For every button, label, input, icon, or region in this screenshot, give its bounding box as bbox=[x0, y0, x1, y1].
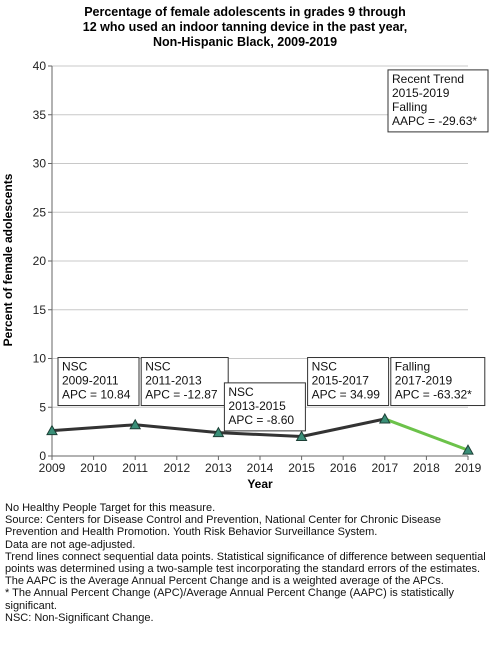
annotation-box bbox=[390, 357, 486, 407]
y-tick-label: 30 bbox=[33, 157, 47, 171]
trend-segment bbox=[50, 423, 137, 433]
x-tick-label: 2012 bbox=[163, 461, 190, 475]
y-tick-label: 25 bbox=[33, 205, 47, 219]
footnote-line: Source: Centers for Disease Control and … bbox=[5, 514, 441, 539]
annotation-text: APC = 10.84 bbox=[62, 388, 131, 402]
y-tick-label: 35 bbox=[33, 108, 47, 122]
trend-segment bbox=[383, 417, 470, 452]
footnote-line: The AAPC is the Average Annual Percent C… bbox=[5, 575, 444, 588]
annotation-text: Falling bbox=[395, 360, 430, 374]
footnote-line: No Healthy People Target for this measur… bbox=[5, 502, 216, 514]
y-tick-label: 40 bbox=[33, 59, 47, 73]
x-tick-label: 2010 bbox=[80, 461, 107, 475]
footnote-line: * The Annual Percent Change (APC)/Averag… bbox=[5, 587, 455, 612]
x-tick-label: 2015 bbox=[288, 461, 315, 475]
chart-title-line-1: Percentage of female adolescents in grad… bbox=[84, 5, 406, 19]
data-point-marker bbox=[46, 424, 58, 436]
x-tick-label: 2014 bbox=[247, 461, 274, 475]
annotation-box bbox=[140, 357, 229, 407]
annotation-text: 2015-2019 bbox=[392, 86, 450, 100]
x-tick-label: 2013 bbox=[205, 461, 232, 475]
annotation-text: APC = -12.87 bbox=[145, 388, 218, 402]
annotation-text: APC = 34.99 bbox=[312, 388, 381, 402]
chart-title-line-3: Non-Hispanic Black, 2009-2019 bbox=[153, 35, 337, 49]
footnote-line: NSC: Non-Significant Change. bbox=[5, 611, 154, 624]
footnote-line: Trend lines connect sequential data poin… bbox=[5, 550, 486, 576]
data-point-marker bbox=[295, 430, 308, 441]
annotation-text: NSC bbox=[145, 360, 171, 374]
footnotes: No Healthy People Target for this measur… bbox=[5, 502, 489, 624]
y-tick-label: 20 bbox=[33, 254, 47, 268]
annotation-box bbox=[223, 382, 306, 432]
data-point-marker bbox=[212, 426, 225, 438]
annotation-text: APC = -63.32* bbox=[395, 388, 472, 402]
annotation-text: 2009-2011 bbox=[62, 374, 119, 388]
trend-segment bbox=[133, 423, 220, 435]
annotation-text: APC = -8.60 bbox=[228, 413, 294, 427]
x-tick-label: 2018 bbox=[413, 461, 440, 475]
annotation-text: Recent Trend bbox=[392, 72, 464, 86]
annotation-box bbox=[307, 357, 390, 407]
x-axis-title: Year bbox=[247, 477, 273, 491]
annotation-text: 2017-2019 bbox=[395, 374, 453, 388]
y-tick-label: 15 bbox=[33, 303, 47, 317]
trend-segment bbox=[216, 431, 304, 438]
annotation-box bbox=[387, 69, 489, 133]
y-tick-label: 10 bbox=[33, 352, 47, 366]
x-tick-label: 2019 bbox=[455, 461, 482, 475]
annotation-text: 2015-2017 bbox=[312, 374, 370, 388]
x-tick-label: 2017 bbox=[371, 461, 398, 475]
x-tick-label: 2016 bbox=[330, 461, 357, 475]
annotation-text: AAPC = -29.63* bbox=[392, 114, 477, 128]
annotation-text: Falling bbox=[392, 100, 427, 114]
y-axis-title: Percent of female adolescents bbox=[1, 173, 15, 346]
plot-area: 0 5 10 15 20 25 30 35 40 2009 2010 2011 2012 2013 2014… bbox=[33, 59, 489, 475]
data-point-marker bbox=[129, 418, 142, 430]
annotation-text: 2013-2015 bbox=[228, 399, 286, 413]
annotation-box bbox=[57, 357, 140, 407]
y-tick-label: 0 bbox=[39, 449, 46, 463]
annotation-text: NSC bbox=[62, 360, 88, 374]
y-tick-label: 5 bbox=[39, 400, 46, 414]
annotation-text: NSC bbox=[228, 385, 254, 399]
x-tick-label: 2009 bbox=[39, 461, 66, 475]
data-point-marker bbox=[462, 444, 474, 455]
trend-segment bbox=[300, 417, 387, 438]
annotation-text: NSC bbox=[312, 360, 338, 374]
annotation-text: 2011-2013 bbox=[145, 374, 202, 388]
x-tick-label: 2011 bbox=[122, 461, 148, 475]
data-point-marker bbox=[378, 412, 391, 424]
footnote-line: Data are not age-adjusted. bbox=[5, 538, 136, 551]
trend-chart: Percentage of female adolescents in grad… bbox=[1, 5, 489, 491]
chart-title-line-2: 12 who used an indoor tanning device in … bbox=[83, 20, 407, 34]
